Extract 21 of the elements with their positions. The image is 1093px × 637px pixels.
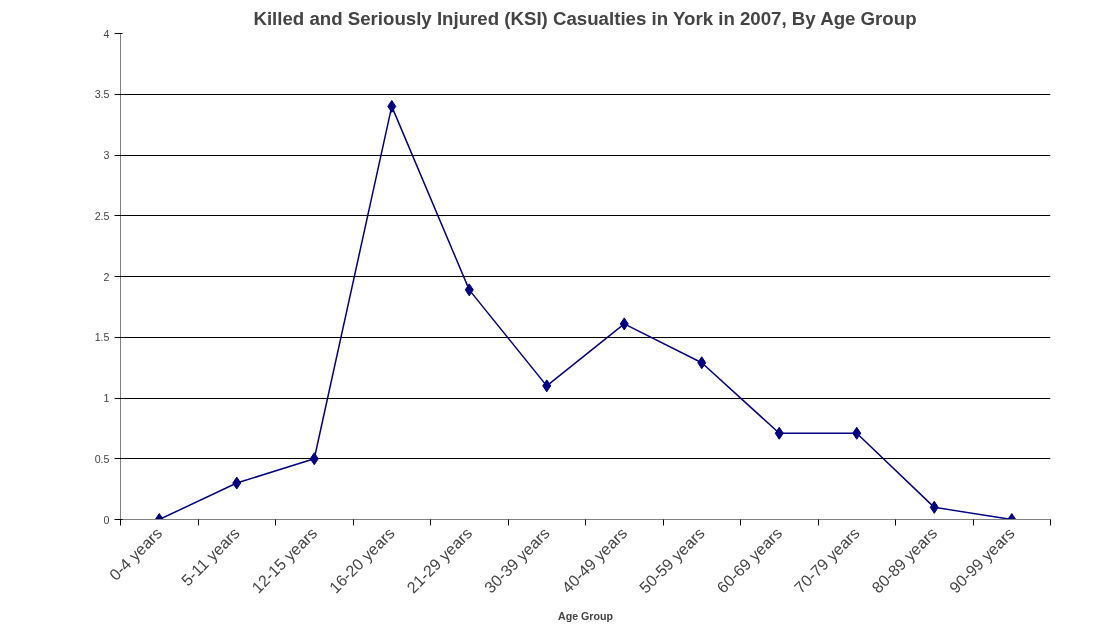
y-tick-label: 1.5 [94, 331, 110, 344]
y-tick-label: 3 [103, 149, 110, 161]
point [697, 356, 707, 370]
x-axis-title: Age Group [557, 610, 614, 623]
point [387, 99, 397, 113]
point [774, 426, 784, 440]
y-tick-label: 2 [103, 270, 110, 283]
point [309, 452, 319, 466]
y-tick-label: 0.5 [94, 452, 110, 465]
y-tick-label: 0 [103, 513, 110, 526]
point [464, 283, 474, 297]
point [542, 379, 552, 393]
point [852, 426, 862, 440]
point [619, 317, 629, 331]
point [232, 476, 242, 490]
y-tick-label: 1 [103, 392, 110, 404]
point [929, 500, 939, 514]
chart-title: Killed and Seriously Injured (KSI) Casualties in York in 2007, By Age Group [253, 7, 917, 29]
y-tick-label: 2.5 [94, 209, 110, 222]
y-tick-label: 3.5 [94, 88, 110, 101]
y-tick-label: 4 [103, 27, 110, 40]
